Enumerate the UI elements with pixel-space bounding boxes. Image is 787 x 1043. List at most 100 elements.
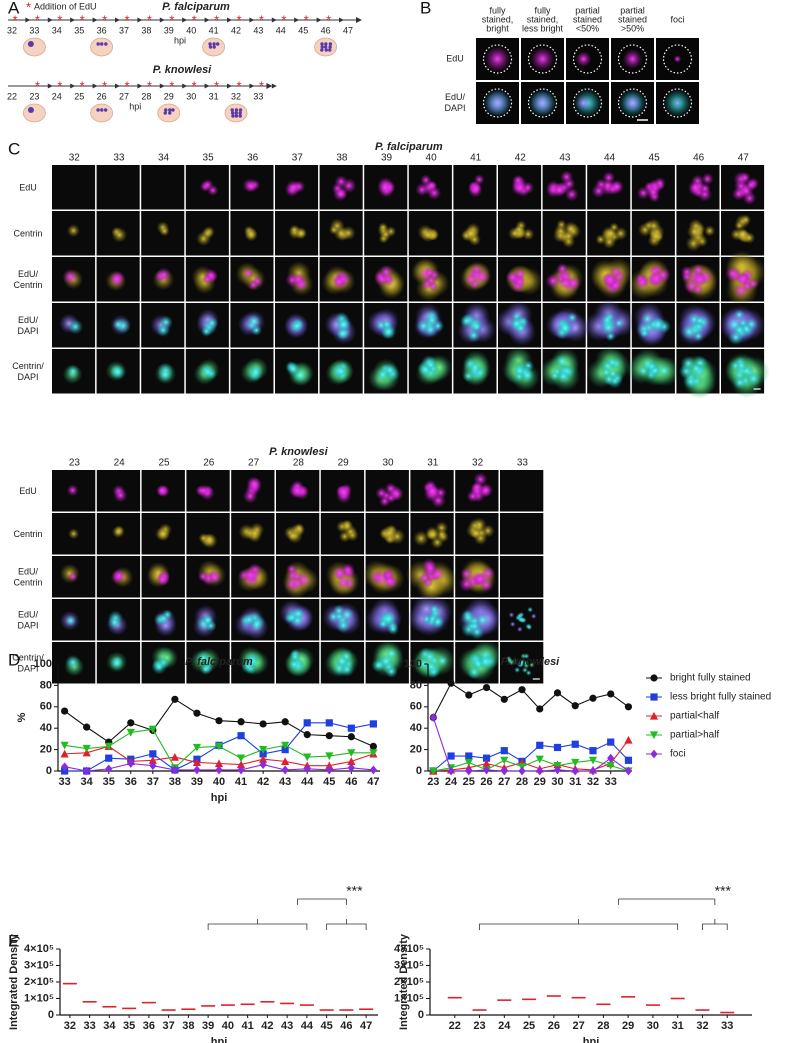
row-label: Centrin/ [12, 361, 44, 371]
y-tick-label: 100 [404, 658, 422, 670]
signal [436, 654, 449, 667]
signal [743, 231, 756, 244]
signal [423, 577, 434, 588]
hpi-label: 47 [343, 25, 353, 35]
marker [193, 765, 201, 775]
nucleus-icon [324, 48, 328, 52]
marker [347, 763, 355, 773]
marker [281, 757, 290, 765]
marker [607, 738, 615, 746]
signal [429, 604, 440, 615]
signal [681, 323, 698, 340]
edu-signal [673, 55, 682, 63]
nucleus-icon [238, 111, 242, 115]
micrograph [96, 165, 140, 210]
nucleus-icon [164, 108, 168, 112]
arrow [316, 17, 322, 23]
column-label: 29 [338, 458, 350, 469]
edu-marker: * [281, 12, 286, 27]
signal [244, 228, 258, 242]
signal [202, 273, 213, 285]
x-tick-label: 32 [64, 1020, 76, 1032]
arrow [47, 83, 53, 89]
x-tick-label: 34 [81, 776, 94, 788]
nucleus-icon [27, 107, 34, 113]
panel-label: B [420, 0, 431, 17]
signal [110, 272, 124, 286]
signal [328, 224, 340, 235]
signal [703, 225, 716, 237]
nucleus-outline [617, 44, 648, 74]
column-header: less bright [522, 23, 564, 33]
nucleus-icon [320, 48, 324, 52]
cell-icon [90, 37, 113, 57]
signal [332, 604, 345, 617]
signal [245, 654, 260, 669]
edu-signal [530, 91, 555, 115]
marker [237, 718, 245, 726]
signal [382, 574, 397, 589]
signal [67, 571, 78, 582]
nucleus-outline [527, 44, 558, 74]
x-tick-label: 46 [345, 776, 357, 788]
signal [110, 364, 126, 380]
signal [291, 320, 303, 332]
hpi-label: 33 [253, 91, 263, 101]
edu-signal [484, 90, 511, 116]
signal [611, 181, 623, 193]
nucleus-icon [238, 114, 242, 118]
row-label: EdU [19, 486, 37, 496]
x-tick-label: 41 [242, 1020, 254, 1032]
signal [508, 226, 522, 240]
x-tick-label: 33 [605, 776, 617, 788]
signal [479, 577, 494, 592]
column-label: 47 [738, 153, 750, 164]
column-header: fully [534, 5, 551, 15]
signal [471, 183, 482, 194]
row-label: Centrin [13, 228, 42, 238]
marker [237, 732, 245, 740]
signal [555, 354, 569, 369]
signal [247, 526, 262, 540]
row-label: EdU/ [18, 566, 39, 576]
nucleus-outline [482, 44, 513, 74]
signal [459, 314, 473, 328]
marker [149, 761, 157, 771]
signal [470, 527, 483, 540]
grid-title: P. knowlesi [269, 446, 328, 458]
marker [325, 732, 333, 740]
x-axis-label: hpi [211, 1036, 228, 1043]
cell-icon [90, 103, 113, 123]
nucleus-icon [234, 111, 238, 115]
x-tick-label: 35 [103, 776, 115, 788]
signal [287, 530, 298, 542]
micrograph [52, 165, 96, 210]
row-label: EdU/ [18, 269, 39, 279]
significance: *** [346, 883, 363, 899]
column-label: 31 [427, 458, 439, 469]
marker [105, 754, 113, 762]
signal [506, 657, 513, 664]
signal [526, 624, 533, 631]
x-tick-label: 39 [191, 776, 203, 788]
marker [447, 766, 455, 776]
x-tick-label: 25 [463, 776, 475, 788]
x-tick-label: 38 [182, 1020, 194, 1032]
signal [201, 366, 214, 379]
marker [236, 760, 246, 769]
signal [682, 373, 699, 390]
signal [66, 224, 81, 238]
marker [259, 755, 268, 763]
x-tick-label: 40 [222, 1020, 234, 1032]
marker [482, 759, 491, 768]
marker [82, 744, 91, 753]
marker [259, 760, 267, 769]
marker [215, 765, 223, 775]
signal [420, 227, 436, 243]
marker [482, 754, 491, 762]
marker [61, 762, 69, 772]
marker [553, 765, 562, 775]
chart-title: P. knowlesi [501, 656, 560, 668]
signal [243, 268, 254, 279]
marker [500, 747, 508, 755]
